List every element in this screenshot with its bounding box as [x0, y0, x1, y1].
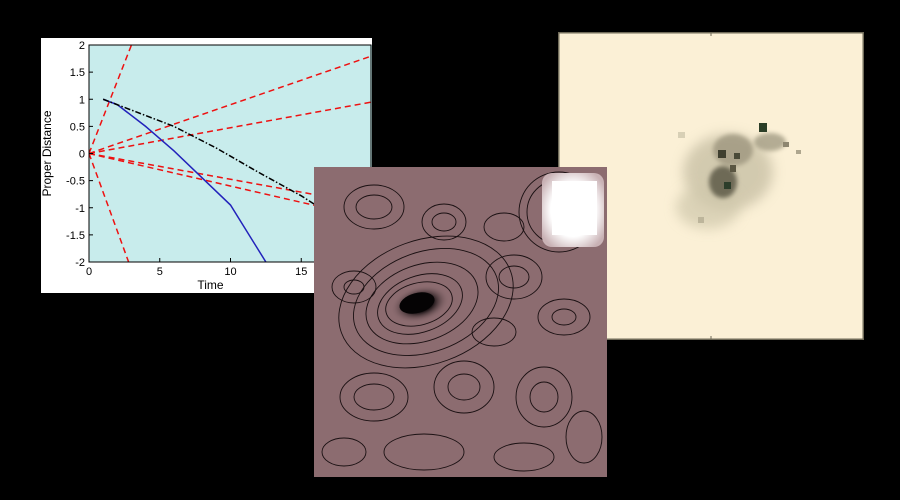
plot-series: [102, 98, 338, 262]
y-tick-label: -2: [75, 257, 85, 269]
x-axis-label: Time: [197, 278, 224, 292]
plot-ticks: 0 5 10 15 2 1.5 1 0.5 0 -0.5 -1 -1.5 -2: [66, 40, 307, 278]
y-tick-label: 0.5: [70, 121, 85, 133]
series-line-2: [102, 98, 338, 220]
x-tick-label: 0: [86, 266, 92, 278]
galaxy-image: [556, 30, 866, 342]
galaxy-blob: [676, 123, 801, 229]
y-tick-label: 2: [79, 40, 85, 52]
bright-source-center: [552, 181, 597, 235]
y-tick-label: 1: [79, 94, 85, 106]
y-tick-label: 0: [79, 149, 85, 161]
y-tick-label: -1: [75, 203, 85, 215]
y-axis-label: Proper Distance: [41, 110, 54, 196]
contour-lines: [321, 171, 603, 472]
dark-center: [399, 292, 435, 314]
x-tick-label: 15: [295, 266, 307, 278]
ray-line-6: [89, 152, 372, 206]
proper-distance-plot: 0 5 10 15 2 1.5 1 0.5 0 -0.5 -1 -1.5 -2 Time Proper …: [40, 38, 372, 293]
plot-frame: [88, 44, 372, 263]
y-tick-label: 1.5: [70, 67, 85, 79]
y-tick-label: -0.5: [66, 176, 85, 188]
galaxy-image-svg: [556, 30, 866, 342]
ray-line-3: [89, 101, 372, 155]
x-tick-label: 5: [157, 266, 163, 278]
contour-map-svg: [314, 167, 607, 477]
x-tick-label: 10: [224, 266, 236, 278]
y-tick-label: -1.5: [66, 230, 85, 242]
contour-map: [314, 167, 607, 477]
